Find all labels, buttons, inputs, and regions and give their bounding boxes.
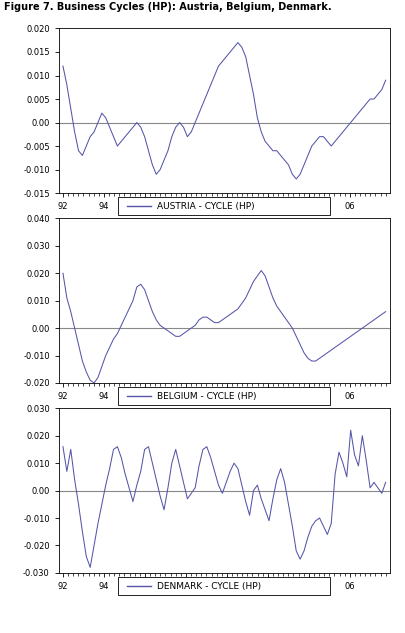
Text: DENMARK - CYCLE (HP): DENMARK - CYCLE (HP) [157,582,260,591]
Text: Figure 7. Business Cycles (HP): Austria, Belgium, Denmark.: Figure 7. Business Cycles (HP): Austria,… [4,2,331,12]
Text: AUSTRIA - CYCLE (HP): AUSTRIA - CYCLE (HP) [157,202,254,211]
Text: BELGIUM - CYCLE (HP): BELGIUM - CYCLE (HP) [157,392,256,401]
